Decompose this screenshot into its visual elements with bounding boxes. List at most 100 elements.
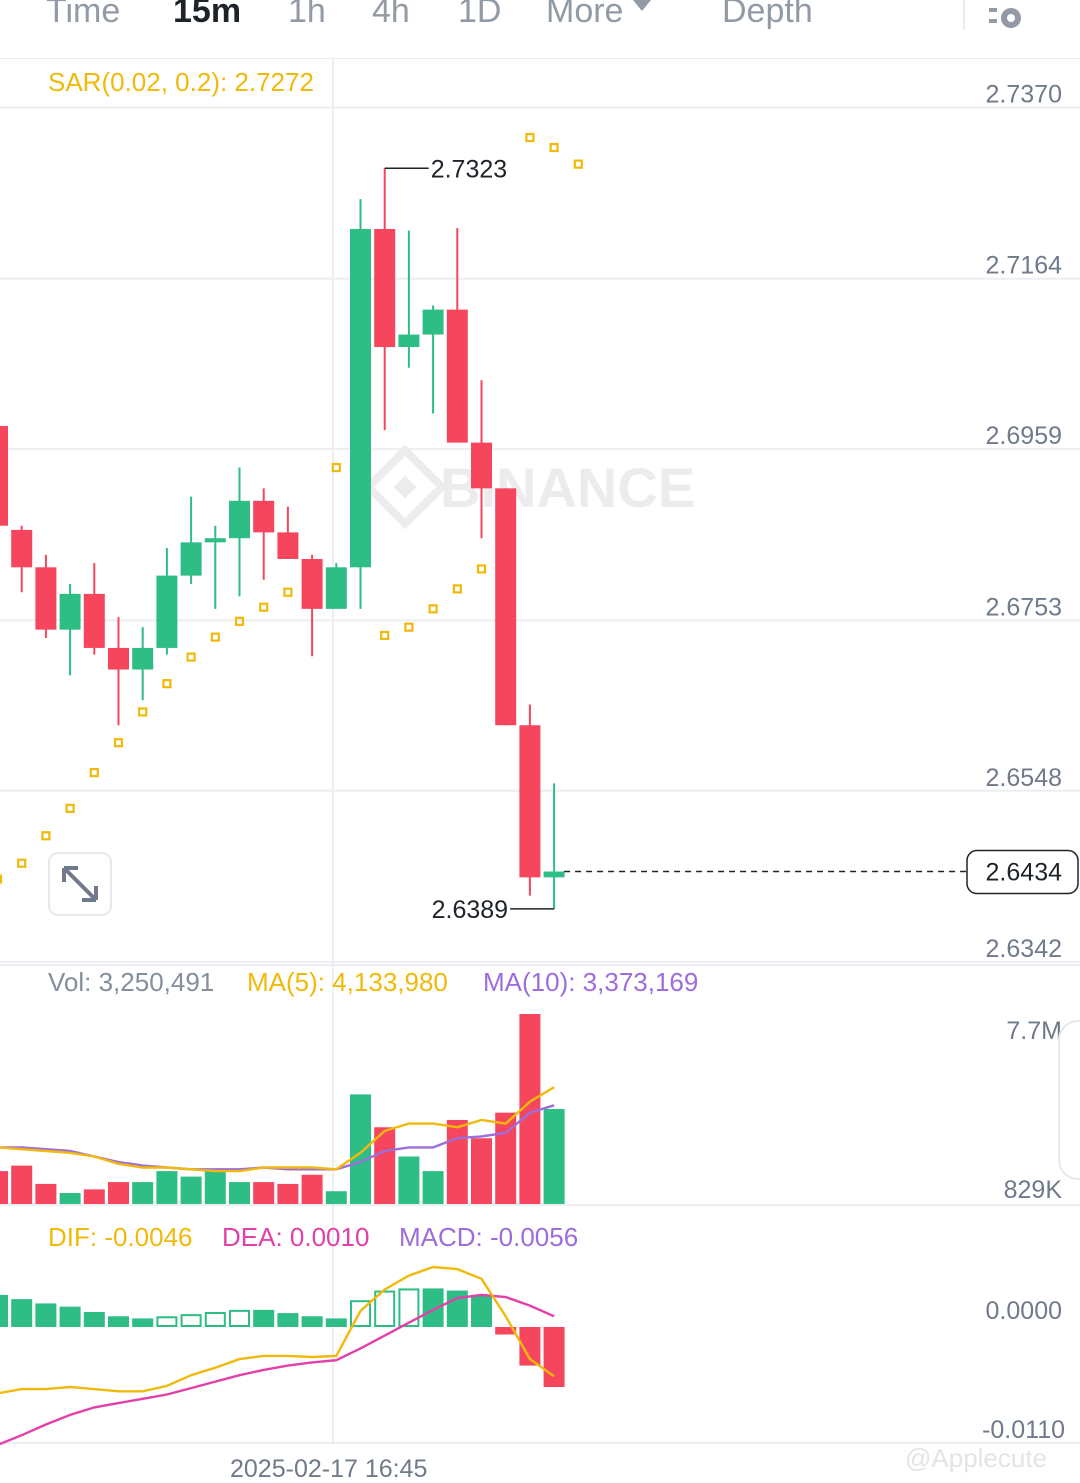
side-panel-handle[interactable] xyxy=(1058,1020,1080,1180)
sar-point xyxy=(549,142,559,153)
volume-bar xyxy=(350,1094,371,1204)
tab-1h[interactable]: 1h xyxy=(288,0,326,30)
sar-point xyxy=(452,584,462,594)
x-axis-time-label: 2025-02-17 16:45 xyxy=(230,1455,427,1483)
sar-point xyxy=(210,632,220,642)
sar-point xyxy=(113,738,124,748)
macd-hist-bar xyxy=(11,1299,33,1327)
macd-hist-bar xyxy=(301,1316,323,1327)
interval-tab-bar: Time 15m 1h 4h 1D More Depth xyxy=(0,0,1080,59)
volume-bar xyxy=(108,1182,129,1204)
macd-dea-line xyxy=(0,1293,555,1446)
high-marker-label: 2.7323 xyxy=(431,155,507,183)
macd-hist-bar xyxy=(325,1318,347,1327)
volume-bar xyxy=(277,1183,299,1204)
macd-hist-bar xyxy=(277,1313,299,1327)
candle-body xyxy=(398,334,420,348)
volume-bar xyxy=(301,1174,323,1204)
macd-hist-bar xyxy=(59,1306,81,1327)
sar-point xyxy=(428,604,438,614)
candle-body xyxy=(374,228,396,348)
volume-bar xyxy=(132,1182,154,1204)
tab-time[interactable]: Time xyxy=(46,0,121,30)
volume-label: Vol: 3,250,491 xyxy=(48,967,214,997)
volume-bar xyxy=(422,1171,444,1204)
volume-ma5-label: MA(5): 4,133,980 xyxy=(247,967,448,997)
sar-point xyxy=(476,564,487,574)
volume-bar xyxy=(374,1127,396,1204)
sar-point xyxy=(525,132,535,143)
macd-dif-label: DIF: -0.0046 xyxy=(48,1222,193,1252)
macd-hist-bar xyxy=(519,1327,541,1366)
expand-chart-button[interactable] xyxy=(48,852,112,916)
macd-hist-bar xyxy=(543,1327,565,1387)
macd-hist-bar xyxy=(495,1327,517,1335)
macd-hist-bar xyxy=(83,1312,105,1327)
macd-hist-bar xyxy=(350,1300,371,1327)
macd-hist-bar xyxy=(132,1318,154,1327)
volume-panel: 7.7M 829K xyxy=(0,1014,1062,1204)
volume-tick-label-max: 7.7M xyxy=(1006,1017,1062,1045)
tab-depth[interactable]: Depth xyxy=(722,0,813,30)
volume-bar xyxy=(495,1112,517,1204)
macd-hist-bar xyxy=(35,1303,57,1327)
volume-bar xyxy=(156,1171,178,1204)
sar-point xyxy=(89,768,99,778)
tab-4h[interactable]: 4h xyxy=(372,0,410,30)
price-tick-label-1: 2.7164 xyxy=(986,252,1063,280)
volume-tick-label-min: 829K xyxy=(1004,1176,1063,1204)
candle-body xyxy=(253,500,275,533)
sar-point xyxy=(65,803,75,813)
volume-bar xyxy=(446,1119,468,1204)
sar-point xyxy=(17,858,27,868)
macd-hist-bar xyxy=(253,1309,275,1327)
candle-body xyxy=(519,725,541,878)
macd-hist-bar xyxy=(422,1288,444,1327)
candle-body xyxy=(132,647,154,670)
candle-body xyxy=(350,228,371,568)
sar-point xyxy=(331,462,341,473)
volume-bar xyxy=(0,1171,8,1204)
last-price-box xyxy=(966,849,1079,895)
low-marker-label: 2.6389 xyxy=(432,896,508,924)
candle-body xyxy=(325,567,347,609)
binance-watermark: BINANCE xyxy=(362,444,695,530)
macd-hist-bar xyxy=(156,1316,178,1328)
candle-body xyxy=(59,593,81,630)
volume-bar xyxy=(253,1182,275,1204)
volume-bar xyxy=(59,1193,81,1204)
sar-point xyxy=(41,831,51,841)
macd-panel: 0.0000 -0.0110 xyxy=(0,1265,1065,1446)
candle-body xyxy=(543,871,565,878)
candle-body xyxy=(0,425,8,526)
tab-more[interactable]: More xyxy=(546,0,652,31)
volume-bar xyxy=(398,1156,420,1204)
candle-body xyxy=(495,488,517,726)
sar-point xyxy=(380,630,390,641)
indicator-labels: SAR(0.02, 0.2): 2.7272 Vol: 3,250,491 MA… xyxy=(48,67,698,1483)
volume-bar xyxy=(204,1171,226,1204)
candle-body xyxy=(446,309,468,443)
candlestick-series xyxy=(0,168,565,909)
candle-body xyxy=(204,538,226,543)
macd-dea-label: DEA: 0.0010 xyxy=(222,1222,369,1252)
sar-point xyxy=(234,616,245,626)
sar-point xyxy=(404,622,414,632)
volume-bar xyxy=(229,1182,250,1204)
sar-point xyxy=(162,679,172,689)
last-price-line: 2.6434 xyxy=(564,849,1079,895)
last-price-label: 2.6434 xyxy=(986,859,1063,887)
volume-bar xyxy=(519,1014,541,1204)
credit-watermark: @Applecute xyxy=(905,1443,1048,1473)
macd-hist-bar xyxy=(180,1314,202,1327)
tab-more-label: More xyxy=(546,0,624,30)
macd-hist-bar xyxy=(108,1316,129,1327)
macd-hist-bar xyxy=(374,1290,396,1327)
tab-divider xyxy=(963,0,965,30)
tab-1d[interactable]: 1D xyxy=(458,0,502,30)
candle-body xyxy=(301,558,323,609)
settings-gear-icon[interactable] xyxy=(985,2,1029,36)
candle-body xyxy=(277,532,299,559)
tab-15m[interactable]: 15m xyxy=(173,0,242,30)
